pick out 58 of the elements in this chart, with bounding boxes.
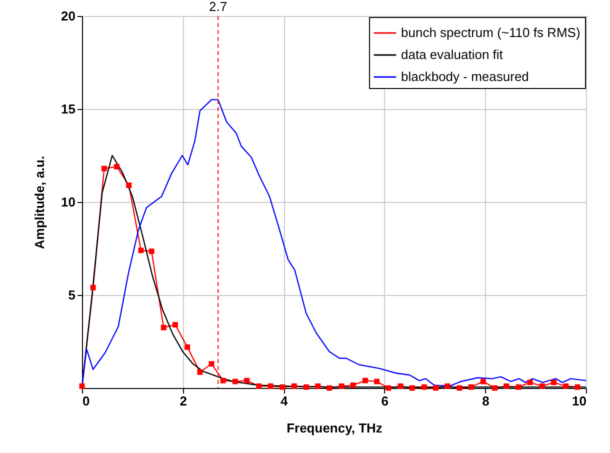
point <box>492 385 498 391</box>
point <box>551 380 556 386</box>
x-tick-label: 2 <box>180 394 187 408</box>
x-tick-label: 4 <box>280 394 288 408</box>
point <box>433 385 439 391</box>
x-axis-title: Frequency, THz <box>286 420 383 436</box>
point <box>326 385 332 391</box>
point <box>208 361 214 367</box>
point <box>256 383 262 389</box>
legend-label: bunch spectrum (~110 fs RMS) <box>401 25 580 40</box>
point <box>444 383 450 389</box>
point <box>386 385 392 391</box>
point <box>350 382 356 388</box>
point <box>101 166 107 172</box>
point <box>374 378 380 384</box>
point <box>114 164 120 170</box>
point <box>148 248 154 254</box>
point <box>126 182 132 188</box>
legend-label: data evaluation fit <box>401 47 504 62</box>
point <box>172 322 178 328</box>
x-tick-label: 8 <box>482 394 490 408</box>
point <box>563 383 569 389</box>
point <box>138 248 144 254</box>
point <box>244 378 250 384</box>
point <box>280 384 286 390</box>
ref-line-label: 2.7 <box>209 0 228 14</box>
y-tick-label: 5 <box>68 288 76 302</box>
point <box>304 384 310 390</box>
point <box>504 383 510 389</box>
point <box>220 378 226 384</box>
point <box>291 383 297 389</box>
y-tick-label: 15 <box>61 102 76 116</box>
point <box>315 383 321 389</box>
point <box>527 380 533 386</box>
point <box>184 344 190 350</box>
point <box>398 383 404 389</box>
point <box>574 384 580 390</box>
x-tick-label: 0 <box>82 394 90 408</box>
point <box>409 385 415 391</box>
point <box>160 324 166 330</box>
legend-label: blackbody - measured <box>401 69 529 84</box>
point <box>268 383 274 389</box>
point <box>468 384 474 390</box>
y-tick-label: 10 <box>61 194 76 210</box>
point <box>421 384 427 390</box>
point <box>232 378 238 384</box>
point <box>90 284 96 290</box>
y-axis-title: Amplitude, a.u. <box>32 156 48 250</box>
point <box>338 383 344 389</box>
x-tick-label: 6 <box>381 394 389 408</box>
point <box>480 378 486 384</box>
x-tick-label: 10 <box>572 394 586 408</box>
point <box>362 378 368 384</box>
point <box>197 369 203 375</box>
point <box>539 383 545 389</box>
y-tick-label: 20 <box>61 8 76 24</box>
point <box>79 383 85 389</box>
point <box>516 384 522 390</box>
